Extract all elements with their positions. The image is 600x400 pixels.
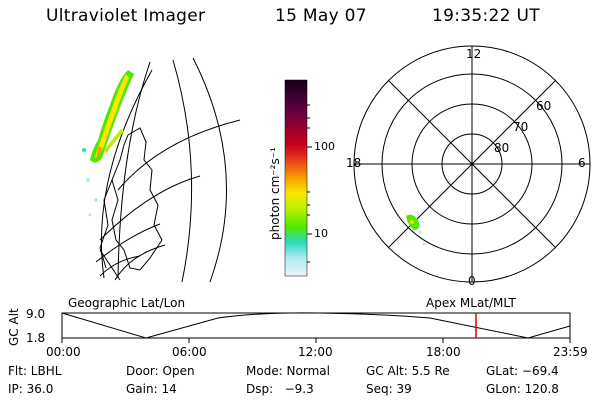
mlt-label-6: 6: [578, 156, 586, 170]
altitude-plot-frame: [61, 312, 571, 339]
time-tick-0000: 00:00: [46, 345, 81, 359]
status-door: Door: Open: [126, 364, 195, 378]
mlt-label-12: 12: [466, 47, 482, 61]
status-mode: Mode: Normal: [246, 364, 330, 378]
time-tick-1200: 12:00: [298, 345, 333, 359]
colorbar-tick-10: 10: [314, 227, 328, 240]
status-filter: Flt: LBHL: [8, 364, 62, 378]
status-seq: Seq: 39: [366, 382, 412, 396]
altitude-axis-label: GC Alt: [7, 308, 21, 346]
colorbar: [284, 79, 308, 277]
polar-panel-label: Apex MLat/MLT: [426, 296, 516, 310]
status-gc-alt: GC Alt: 5.5 Re: [366, 364, 450, 378]
status-glon: GLon: 120.8: [486, 382, 559, 396]
app-title: Ultraviolet Imager: [46, 6, 206, 26]
geo-map: [95, 57, 241, 283]
altitude-ytick-low: 1.8: [26, 331, 46, 345]
polar-aurora: [406, 214, 426, 246]
status-dsp: Dsp: −9.3: [246, 382, 314, 396]
lat-label-80: 80: [494, 141, 510, 155]
lat-label-60: 60: [536, 99, 552, 113]
polar-grid: [353, 45, 591, 283]
altitude-curve: [61, 312, 571, 339]
altitude-time-ticks: [61, 338, 571, 343]
altitude-ytick-high: 9.0: [26, 307, 46, 321]
status-gain: Gain: 14: [126, 382, 177, 396]
status-ip: IP: 36.0: [8, 382, 54, 396]
time-tick-1800: 18:00: [426, 345, 461, 359]
time-label: 19:35:22 UT: [432, 6, 540, 26]
colorbar-unit-label: photon cm⁻²s⁻¹: [268, 147, 282, 240]
colorbar-tick-100: 100: [314, 140, 335, 153]
time-tick-0600: 06:00: [172, 345, 207, 359]
mlt-label-0: 0: [468, 274, 476, 288]
colorbar-ticks: [307, 104, 312, 263]
date-label: 15 May 07: [275, 6, 367, 26]
geo-panel-label: Geographic Lat/Lon: [68, 296, 186, 310]
time-tick-2359: 23:59: [553, 345, 588, 359]
aurora-emission: [82, 70, 134, 217]
mlt-label-18: 18: [346, 156, 362, 170]
status-glat: GLat: −69.4: [486, 364, 559, 378]
lat-label-70: 70: [513, 120, 529, 134]
